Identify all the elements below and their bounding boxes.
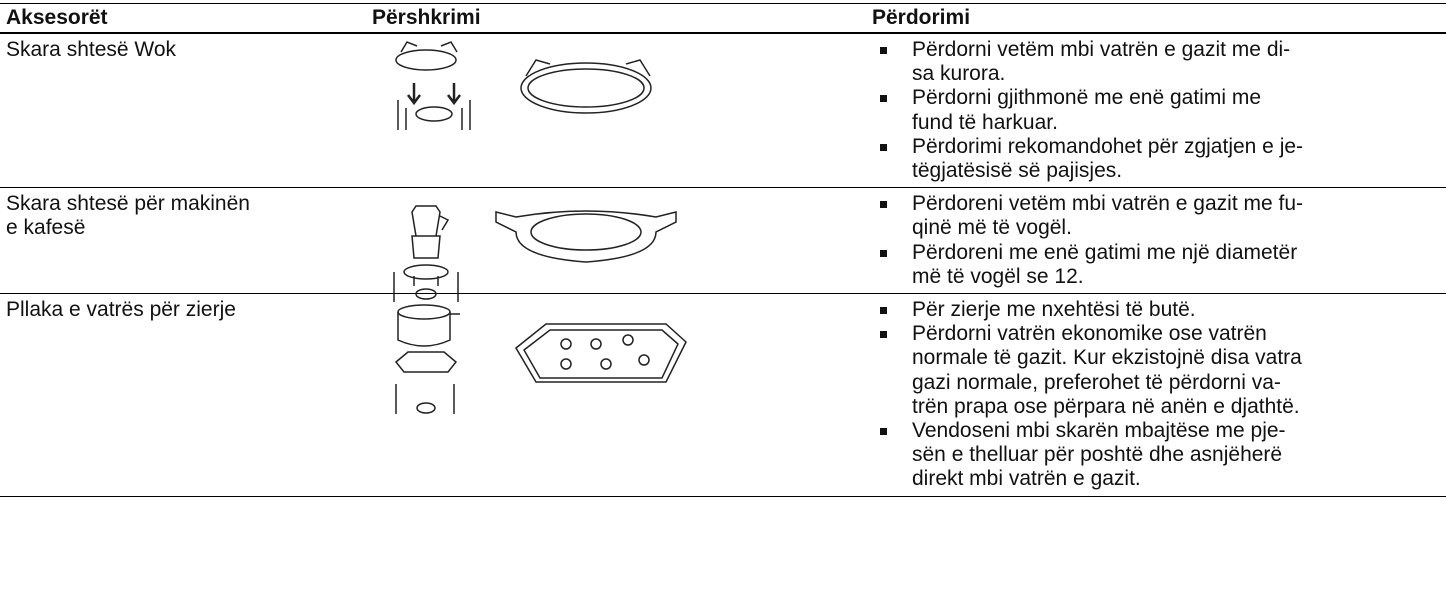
table-row: Skara shtesë Wok Përdorni vetëm mbi vatr… (0, 34, 1446, 189)
illustration (366, 34, 866, 187)
wok-ring-illustration (395, 41, 652, 130)
text-line: Përdorimi rekomandohet për zgjatjen e je… (912, 134, 1304, 158)
bullet-item: Përdoreni vetëm mbi vatrën e gazit me fu… (872, 192, 1440, 240)
usage: Përdorni vetëm mbi vatrën e gazit me di-… (866, 34, 1446, 187)
text-line: qinë më të vogël. (912, 216, 1072, 240)
text-line: direkt mbi vatrën e gazit. (912, 467, 1141, 491)
text-line: Përdoreni me enë gatimi me një diametër (912, 240, 1298, 264)
accessory-name: Skara shtesë Wok (0, 34, 366, 187)
text-line: Skara shtesë Wok (6, 38, 177, 61)
text-line: Përdorni vetëm mbi vatrën e gazit me di- (912, 38, 1291, 61)
text-line: tëgjatësisë së pajisjes. (912, 159, 1123, 183)
text-line: sën e thelluar për poshtë dhe asnjëherë (912, 443, 1283, 467)
page: Aksesorët Përshkrimi Përdorimi Skara shtesë… (0, 3, 1446, 605)
text-line: e kafesë (6, 216, 86, 240)
text-line: Për zierje me nxehtësi të butë. (912, 298, 1196, 322)
header-row: Aksesorët Përshkrimi Përdorimi (0, 4, 1446, 34)
header-cell: Aksesorët (6, 6, 108, 29)
bullet-item: Përdorni vetëm mbi vatrën e gazit me di-… (872, 38, 1440, 86)
illustration (366, 188, 866, 303)
accessory-name: Skara shtesë për makinën e kafesë (0, 188, 366, 293)
text-line: Pllaka e vatrës për zierje (6, 298, 236, 322)
text-line: fund të harkuar. (912, 110, 1058, 134)
text-line: normale të gazit. Kur ekzistojnë disa va… (912, 346, 1302, 370)
text-line: trën prapa ose përpara në anën e djathtë… (912, 394, 1300, 418)
coffee-ring-illustration (393, 205, 677, 303)
header-cell: Përdorimi (872, 6, 971, 29)
text-line: Përdorni gjithmonë me enë gatimi me (912, 86, 1262, 110)
text-line: Skara shtesë për makinën (6, 192, 250, 216)
accessories-table: Aksesorët Përshkrimi Përdorimi Skara shtesë… (0, 3, 1446, 497)
bullet-item: Përdorni vatrën ekonomike ose vatrën norm… (872, 322, 1440, 419)
usage: Për zierje me nxehtësi të butë. Përdorni … (866, 294, 1446, 496)
simmer-plate-illustration (394, 304, 687, 415)
text-line: më të vogël se 12. (912, 264, 1084, 288)
text-line: gazi normale, preferohet të përdorni va- (912, 370, 1281, 394)
table-row: Skara shtesë për makinën e kafesë Përdore… (0, 188, 1446, 303)
bullet-item: Përdorni gjithmonë me enë gatimi me fund … (872, 86, 1440, 134)
text-line: Përdorni vatrën ekonomike ose vatrën (912, 322, 1267, 346)
bullet-item: Për zierje me nxehtësi të butë. (872, 298, 1440, 322)
table-row: Pllaka e vatrës për zierje Për zierje me… (0, 294, 1446, 497)
header-cell: Përshkrimi (372, 6, 481, 29)
text-line: sa kurora. (912, 62, 1006, 86)
bullet-item: Përdoreni me enë gatimi me një diametër m… (872, 241, 1440, 289)
illustration (366, 294, 866, 496)
accessory-name: Pllaka e vatrës për zierje (0, 294, 366, 496)
usage: Përdoreni vetëm mbi vatrën e gazit me fu… (866, 188, 1446, 293)
text-line: Përdoreni vetëm mbi vatrën e gazit me fu… (912, 192, 1304, 216)
bullet-item: Vendoseni mbi skarën mbajtëse me pje-sën… (872, 419, 1440, 492)
text-line: Vendoseni mbi skarën mbajtëse me pje- (912, 419, 1286, 443)
bullet-item: Përdorimi rekomandohet për zgjatjen e je… (872, 135, 1440, 183)
